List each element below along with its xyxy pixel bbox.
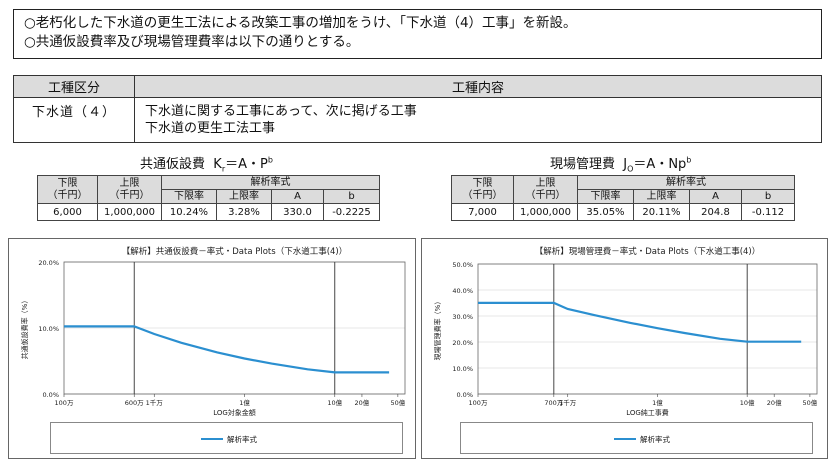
site-h-b: b xyxy=(741,189,795,204)
y-tick-label: 10.0% xyxy=(452,365,473,373)
site-legend-label: 解析率式 xyxy=(640,435,670,444)
common-legend-swatch xyxy=(201,438,223,440)
x-tick-label: 50億 xyxy=(390,398,405,407)
common-formula-label: 共通仮設費 xyxy=(140,157,206,172)
x-tick-label: 10億 xyxy=(740,398,755,407)
site-v-lower: 7,000 xyxy=(451,203,514,221)
x-axis-label: LOG対象金額 xyxy=(213,408,256,417)
y-tick-label: 30.0% xyxy=(452,313,473,321)
common-legend-label: 解析率式 xyxy=(227,435,257,444)
y-tick-label: 20.0% xyxy=(38,259,59,267)
x-tick-label: 700万 xyxy=(544,399,563,407)
common-h-lower: 下限 （千円） xyxy=(37,175,98,204)
common-v-b: -0.2225 xyxy=(323,203,380,221)
header-content: 工種内容 xyxy=(134,75,822,98)
site-h-a: A xyxy=(689,189,742,204)
site-formula-k: J xyxy=(623,157,628,172)
y-tick-label: 0.0% xyxy=(42,391,59,399)
notice-box: ○老朽化した下水道の更生工法による改築工事の増加をうけ、「下水道（4）工事」を新… xyxy=(13,9,822,59)
common-v-upper-rate: 3.28% xyxy=(216,203,272,221)
notice-line-2: ○共通仮設費率及び現場管理費率は以下の通りとする。 xyxy=(24,34,360,50)
content-line-2: 下水道の更生工法工事 xyxy=(145,121,276,136)
common-formula-k: K xyxy=(213,157,222,172)
x-tick-label: 1千万 xyxy=(146,398,164,407)
y-axis-label: 現場管理費率（%） xyxy=(433,298,442,361)
x-tick-label: 100万 xyxy=(469,399,488,407)
site-formula-k-sub: O xyxy=(627,164,634,174)
chart-title: 【解析】現場管理費－率式・Data Plots（下水道工事(4)） xyxy=(535,246,761,257)
site-formula-label: 現場管理費 xyxy=(550,157,616,172)
common-v-upper: 1,000,000 xyxy=(97,203,162,221)
site-formula-eq: ＝A・Np xyxy=(633,157,687,172)
y-axis-label: 共通仮設費率（%） xyxy=(20,297,29,360)
site-h-formula: 解析率式 xyxy=(577,175,795,190)
site-chart-legend: 解析率式 xyxy=(460,422,813,454)
y-tick-label: 0.0% xyxy=(456,391,473,399)
header-category: 工種区分 xyxy=(13,75,135,98)
y-tick-label: 10.0% xyxy=(38,325,59,333)
common-h-b: b xyxy=(323,189,380,204)
common-rate-chart: 【解析】共通仮設費－率式・Data Plots（下水道工事(4)） 0.0% 10.… xyxy=(8,238,416,459)
x-tick-label: 50億 xyxy=(803,398,818,407)
site-h-lower: 下限 （千円） xyxy=(451,175,514,204)
site-h-upper-rate: 上限率 xyxy=(633,189,690,204)
category-cell: 下水道（４） xyxy=(13,97,135,143)
site-h-lower-rate: 下限率 xyxy=(577,189,634,204)
x-tick-label: 1億 xyxy=(239,398,250,407)
site-rate-chart: 【解析】現場管理費－率式・Data Plots（下水道工事(4)） 0.0% 10.… xyxy=(421,238,828,459)
site-h-upper: 上限 （千円） xyxy=(513,175,578,204)
x-axis-label: LOG純工事費 xyxy=(626,408,669,417)
site-v-upper: 1,000,000 xyxy=(513,203,578,221)
common-formula-k-sub: r xyxy=(221,164,226,174)
common-chart-legend: 解析率式 xyxy=(50,422,403,454)
site-rate-chart-svg: 【解析】現場管理費－率式・Data Plots（下水道工事(4)） 0.0% 10.… xyxy=(433,246,818,417)
common-v-lower-rate: 10.24% xyxy=(161,203,217,221)
chart-title: 【解析】共通仮設費－率式・Data Plots（下水道工事(4)） xyxy=(122,246,348,257)
common-rate-chart-svg: 【解析】共通仮設費－率式・Data Plots（下水道工事(4)） 0.0% 10.… xyxy=(20,246,406,417)
common-h-formula: 解析率式 xyxy=(161,175,380,190)
series-line xyxy=(478,301,802,343)
site-v-b: -0.112 xyxy=(741,203,795,221)
category-table: 工種区分 工種内容 下水道（４） 下水道に関する工事にあって、次に掲げる工事 下… xyxy=(13,75,822,143)
x-tick-label: 20億 xyxy=(767,398,782,407)
x-tick-label: 1億 xyxy=(652,398,663,407)
site-legend-swatch xyxy=(614,438,636,440)
x-tick-label: 1千万 xyxy=(559,398,577,407)
common-v-lower: 6,000 xyxy=(37,203,98,221)
site-param-table: 下限 （千円） 上限 （千円） 解析率式 下限率 上限率 A b 7,000 1,0… xyxy=(451,175,795,221)
common-formula-eq: ＝A・P xyxy=(225,157,268,172)
y-tick-label: 50.0% xyxy=(452,261,473,269)
x-tick-label: 10億 xyxy=(327,398,342,407)
site-formula: 現場管理費 JO＝A・Npb xyxy=(550,153,691,174)
x-tick-label: 20億 xyxy=(355,398,370,407)
content-line-1: 下水道に関する工事にあって、次に掲げる工事 xyxy=(145,104,417,119)
plot-area xyxy=(477,263,818,395)
x-tick-label: 100万 xyxy=(55,399,74,407)
site-v-lower-rate: 35.05% xyxy=(577,203,634,221)
common-formula-exp: b xyxy=(267,155,273,165)
common-param-table: 下限 （千円） 上限 （千円） 解析率式 下限率 上限率 A b 6,000 1,0… xyxy=(37,175,380,221)
common-v-a: 330.0 xyxy=(271,203,324,221)
site-v-upper-rate: 20.11% xyxy=(633,203,690,221)
common-h-upper-rate: 上限率 xyxy=(216,189,272,204)
plot-area xyxy=(63,261,406,395)
y-tick-label: 40.0% xyxy=(452,287,473,295)
common-formula: 共通仮設費 Kr＝A・Pb xyxy=(140,153,273,174)
site-v-a: 204.8 xyxy=(689,203,742,221)
x-tick-label: 600万 xyxy=(125,399,144,407)
common-h-upper: 上限 （千円） xyxy=(97,175,162,204)
common-h-a: A xyxy=(271,189,324,204)
y-tick-label: 20.0% xyxy=(452,339,473,347)
site-formula-exp: b xyxy=(686,155,692,165)
content-cell: 下水道に関する工事にあって、次に掲げる工事 下水道の更生工法工事 xyxy=(134,97,822,143)
series-line xyxy=(64,325,390,374)
notice-line-1: ○老朽化した下水道の更生工法による改築工事の増加をうけ、「下水道（4）工事」を新… xyxy=(24,15,577,31)
common-h-lower-rate: 下限率 xyxy=(161,189,217,204)
